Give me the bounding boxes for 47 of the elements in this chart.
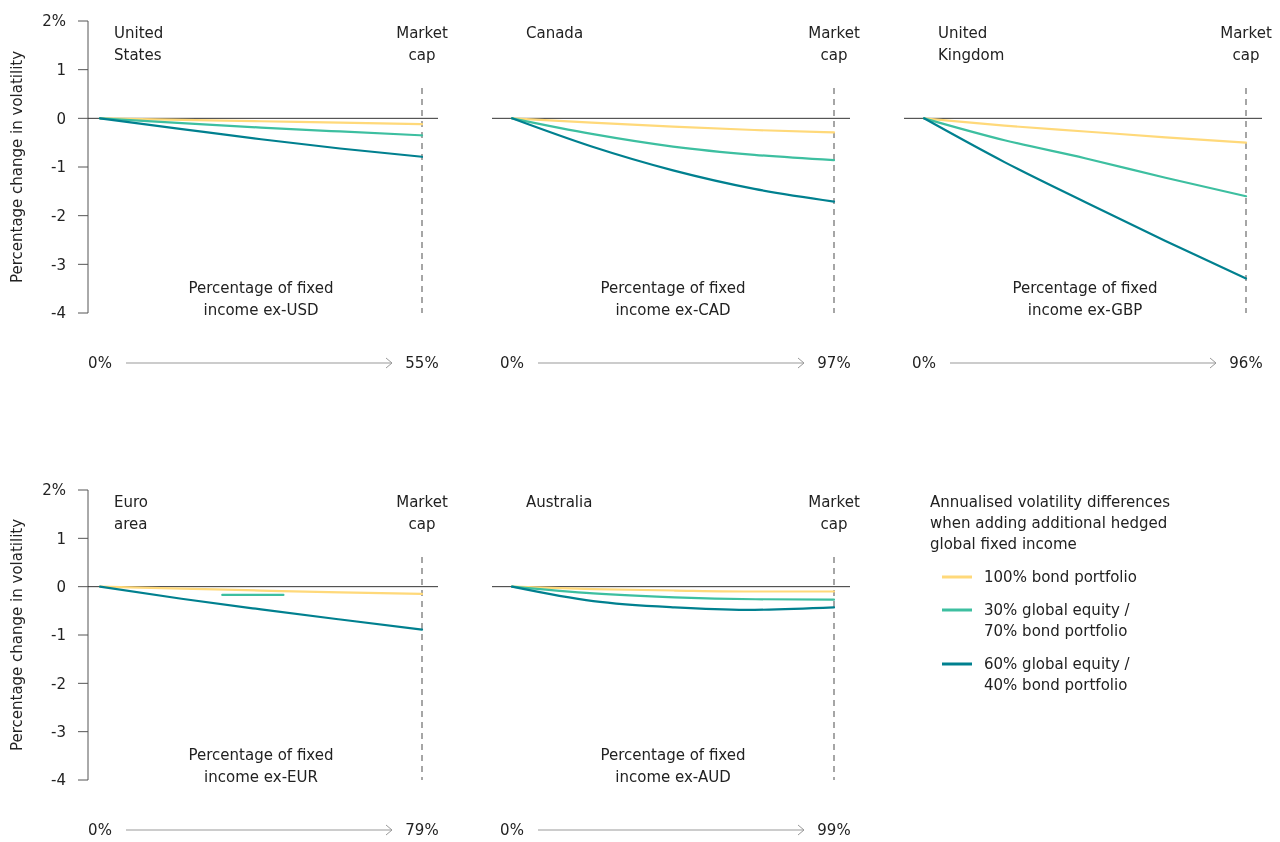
legend-title: Annualised volatility differences when adding additional hedged global fixed income: [930, 493, 1171, 553]
ref-line-label: Market cap: [1220, 24, 1272, 64]
x-tick-label: 99%: [817, 821, 851, 840]
chart-title: Canada: [526, 24, 584, 42]
y-tick-label: 2%: [42, 481, 66, 500]
x-axis-title: Percentage of fixed income ex-GBP: [1012, 279, 1158, 319]
x-axis-title: Percentage of fixed income ex-USD: [188, 279, 334, 319]
y-tick-label: -1: [51, 158, 66, 177]
legend-label: 100% bond portfolio: [984, 568, 1137, 586]
y-tick-label: -3: [51, 722, 66, 741]
y-tick-label: -2: [51, 206, 66, 225]
text: United Kingdom: [938, 24, 1005, 64]
text: Euro area: [114, 493, 148, 533]
x-tick-label: 0%: [88, 354, 112, 373]
y-tick-label: -3: [51, 255, 66, 274]
x-tick-label: 96%: [1229, 354, 1263, 373]
chart-title: Australia: [526, 493, 593, 511]
line-series: [98, 117, 424, 158]
x-tick-label: 0%: [500, 821, 524, 840]
x-tick-label: 0%: [912, 354, 936, 373]
y-tick-label: 1: [56, 60, 66, 79]
x-tick-label: 97%: [817, 354, 851, 373]
x-axis-title: Percentage of fixed income ex-AUD: [600, 746, 746, 786]
legend-label: 60% global equity / 40% bond portfolio: [984, 655, 1131, 694]
x-tick-label: 0%: [88, 821, 112, 840]
ref-line-label: Market cap: [396, 24, 448, 64]
legend-label: 30% global equity / 70% bond portfolio: [984, 601, 1131, 640]
y-axis-title: Percentage change in volatility: [8, 518, 26, 752]
y-tick-label: -1: [51, 626, 66, 645]
ref-line-label: Market cap: [808, 493, 860, 533]
x-tick-label: 79%: [405, 821, 439, 840]
y-tick-label: -2: [51, 674, 66, 693]
line-series: [98, 585, 424, 631]
y-tick-label: -4: [51, 771, 66, 790]
y-axis-title: Percentage change in volatility: [8, 50, 26, 284]
x-tick-label: 55%: [405, 354, 439, 373]
y-tick-label: 1: [56, 529, 66, 548]
x-axis-title: Percentage of fixed income ex-EUR: [188, 746, 334, 786]
y-tick-label: 2%: [42, 12, 66, 31]
y-tick-label: 0: [56, 109, 66, 128]
ref-line-label: Market cap: [808, 24, 860, 64]
x-tick-label: 0%: [500, 354, 524, 373]
ref-line-label: Market cap: [396, 493, 448, 533]
x-axis-title: Percentage of fixed income ex-CAD: [600, 279, 746, 319]
y-tick-label: -4: [51, 304, 66, 323]
y-tick-label: 0: [56, 577, 66, 596]
text: United States: [114, 24, 164, 64]
